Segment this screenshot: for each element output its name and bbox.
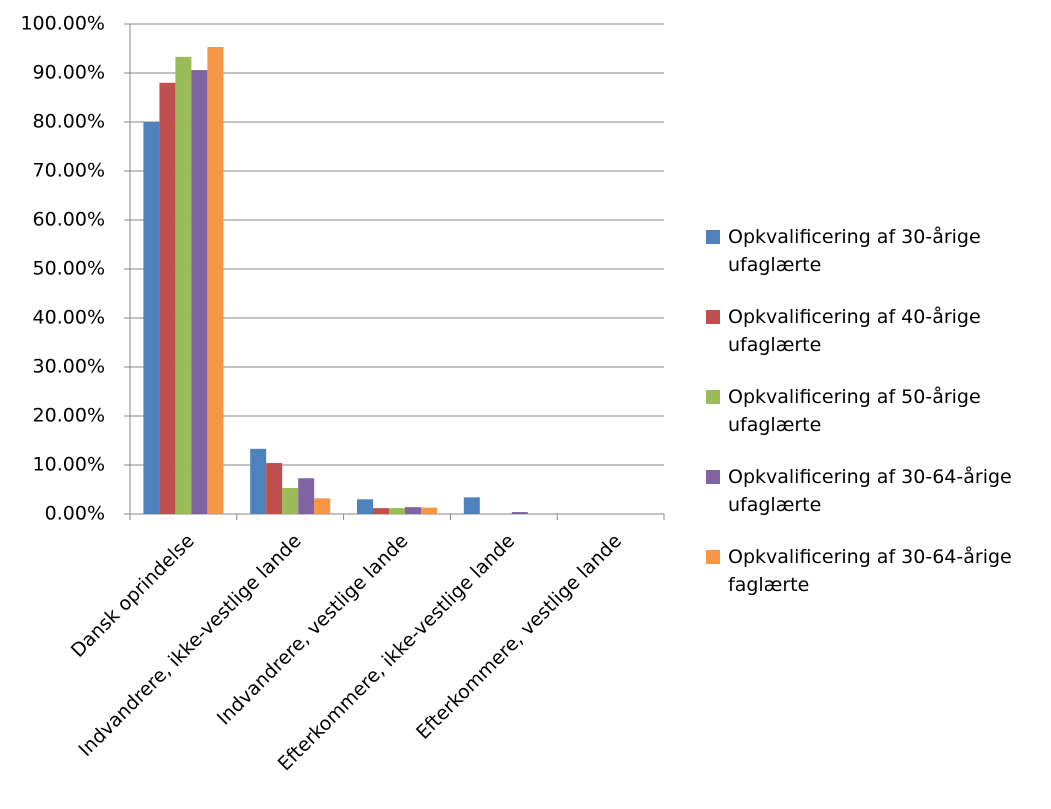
legend-label: Opkvalificering af 50-årige ufaglærte: [728, 386, 981, 436]
x-tick-label: Indvandrere, ikke-vestlige lande: [74, 530, 305, 761]
y-tick-label: 20.00%: [33, 405, 105, 427]
legend-label: Opkvalificering af 30-64-årige faglærte: [728, 546, 1012, 596]
bar: [250, 448, 267, 514]
bar: [373, 508, 389, 514]
y-tick-label: 50.00%: [33, 258, 105, 280]
bar: [357, 499, 373, 514]
bar: [463, 497, 480, 514]
bar: [389, 508, 405, 514]
legend-label: Opkvalificering af 40-årige ufaglærte: [728, 306, 981, 356]
legend-swatch: [706, 550, 720, 564]
x-tick-label: Efterkommere, vestlige lande: [412, 530, 626, 744]
bar: [421, 507, 437, 514]
y-tick-label: 90.00%: [33, 62, 105, 84]
legend-item: Opkvalificering af 40-årige ufaglærte: [706, 303, 1028, 359]
legend-label: Opkvalificering af 30-64-årige ufaglærte: [728, 466, 1012, 516]
y-tick-label: 10.00%: [33, 454, 105, 476]
y-tick-label: 60.00%: [33, 209, 105, 231]
x-tick-label: Efterkommere, ikke-vestlige lande: [274, 530, 519, 775]
bar: [143, 122, 160, 514]
bar: [314, 498, 331, 514]
legend-swatch: [706, 470, 720, 484]
legend-item: Opkvalificering af 50-årige ufaglærte: [706, 383, 1028, 439]
legend-item: Opkvalificering af 30-64-årige faglærte: [706, 543, 1028, 599]
bar: [266, 463, 283, 514]
legend-item: Opkvalificering af 30-årige ufaglærte: [706, 223, 1028, 279]
legend-swatch: [706, 390, 720, 404]
legend-item: Opkvalificering af 30-64-årige ufaglærte: [706, 463, 1028, 519]
legend-swatch: [706, 230, 720, 244]
bar: [511, 512, 528, 514]
y-tick-label: 0.00%: [45, 503, 105, 525]
bar: [175, 56, 192, 514]
y-tick-label: 40.00%: [33, 307, 105, 329]
bar: [282, 488, 299, 514]
bar: [191, 70, 208, 514]
x-tick-label: Indvandrere, vestlige lande: [213, 530, 413, 730]
y-tick-label: 70.00%: [33, 160, 105, 182]
legend-label: Opkvalificering af 30-årige ufaglærte: [728, 226, 981, 276]
y-tick-label: 80.00%: [33, 111, 105, 133]
legend-swatch: [706, 310, 720, 324]
bar: [298, 478, 315, 514]
bar: [405, 507, 421, 514]
bar: [159, 82, 176, 515]
y-tick-label: 100.00%: [20, 13, 105, 35]
bar: [207, 47, 224, 514]
y-tick-label: 30.00%: [33, 356, 105, 378]
